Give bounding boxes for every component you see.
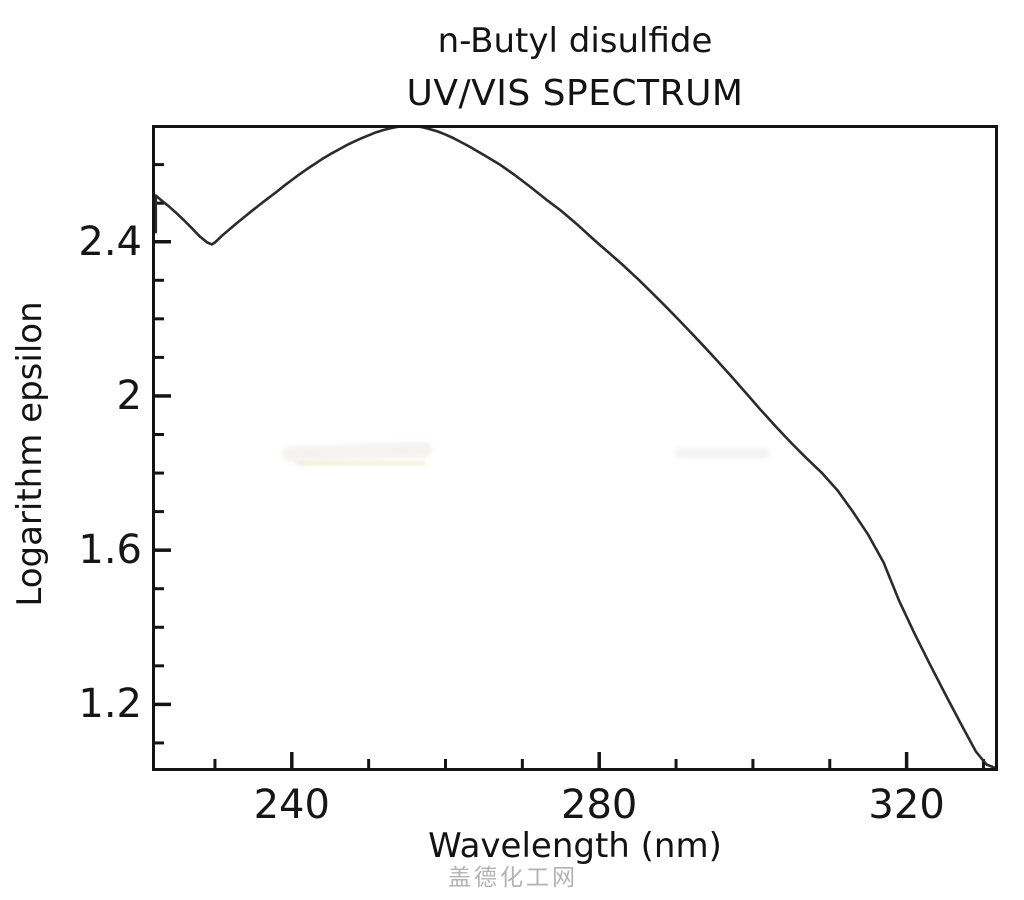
x-tick-label: 240 [253,782,330,828]
chart-title: n-Butyl disulfide [437,21,713,61]
y-axis-label: Logarithm epsilon [10,301,50,607]
watermark-text: 盖德化工网 [448,865,578,891]
spectrum-curve [155,128,995,768]
y-tick-label: 1.2 [78,681,142,728]
x-tick-label: 280 [561,782,638,828]
x-tick-label: 320 [868,782,945,828]
y-tick-label: 2 [116,372,142,419]
x-axis-label: Wavelength (nm) [428,826,722,866]
plot-canvas [155,128,995,768]
y-tick-label: 2.4 [78,218,142,265]
plot-area [152,125,998,771]
chart-subtitle: UV/VIS SPECTRUM [406,73,744,114]
y-tick-label: 1.6 [78,527,142,574]
